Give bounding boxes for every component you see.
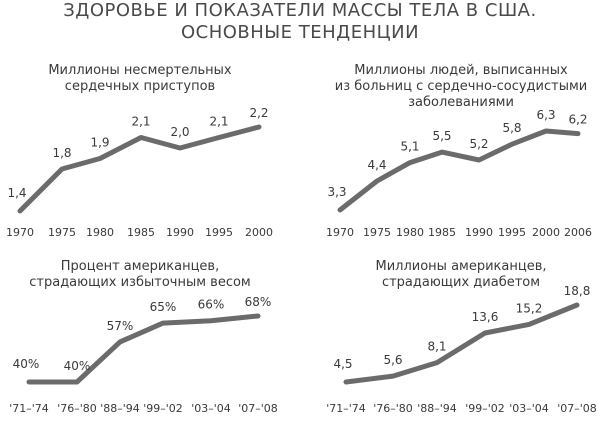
chart-4-tick-label: '99–'02 [465, 402, 505, 415]
chart-2-tick-label: 1990 [465, 226, 493, 239]
chart-1-data-label: 2,1 [131, 115, 150, 129]
chart-4-series-line [343, 302, 580, 385]
figure-title: ЗДОРОВЬЕ И ПОКАЗАТЕЛИ МАССЫ ТЕЛА В США. … [0, 0, 600, 44]
chart-2-tick-label: 1975 [363, 226, 391, 239]
chart-2-data-label: 3,3 [327, 185, 346, 199]
chart-1-tick-label: 1970 [6, 226, 34, 239]
chart-3-tick-label: '03–'04 [191, 402, 231, 415]
chart-4-data-label: 13,6 [472, 310, 499, 324]
chart-2-data-label: 5,1 [400, 140, 419, 154]
chart-2-tick-label: 1985 [428, 226, 456, 239]
chart-4-data-label: 4,5 [333, 357, 352, 371]
chart-3-series-line [26, 313, 261, 385]
chart-3-data-label: 40% [13, 357, 40, 371]
chart-1-data-label: 1,8 [52, 146, 71, 160]
chart-4-tick-label: '03–'04 [509, 402, 549, 415]
figure-title-line-2: ОСНОВНЫЕ ТЕНДЕНЦИИ [180, 22, 420, 43]
chart-2-series-line [337, 128, 581, 213]
chart-1-title-line-1: Миллионы несмертельных [48, 63, 232, 78]
chart-4-data-label: 15,2 [516, 301, 543, 315]
chart-4-data-label: 18,8 [564, 284, 591, 298]
chart-4-tick-label: '07–'08 [557, 402, 597, 415]
chart-2-data-label: 5,5 [432, 129, 451, 143]
chart-2-tick-label: 1980 [396, 226, 424, 239]
chart-1-data-label: 1,9 [90, 136, 109, 150]
chart-1-tick-label: 1975 [48, 226, 76, 239]
chart-4-tick-label: '88–'94 [417, 402, 457, 415]
chart-2-title-line-2: из больниц с сердечно-сосудистыми [335, 79, 587, 94]
chart-1-tick-label: 2000 [245, 226, 273, 239]
chart-1-title-line-2: сердечных приступов [65, 79, 215, 94]
chart-3-data-label: 65% [150, 300, 177, 314]
chart-3-data-label: 57% [107, 319, 134, 333]
chart-1-tick-label: 1995 [205, 226, 233, 239]
chart-4-tick-label: '76–'80 [373, 402, 413, 415]
chart-3-data-label: 68% [245, 295, 272, 309]
chart-3-tick-label: '76–'80 [57, 402, 97, 415]
chart-2-data-label: 4,4 [367, 158, 386, 172]
chart-2-tick-label: 1995 [498, 226, 526, 239]
chart-2-data-label: 5,8 [502, 121, 521, 135]
chart-1-series-line [17, 124, 262, 214]
chart-panel-3: Процент американцев,страдающих избыточны… [9, 259, 278, 415]
chart-3-title-line-2: страдающих избыточным весом [29, 275, 250, 290]
chart-2-data-label: 5,2 [469, 137, 488, 151]
chart-4-data-label: 5,6 [383, 353, 402, 367]
chart-4-tick-label: '71–'74 [326, 402, 366, 415]
chart-1-data-label: 2,1 [209, 115, 228, 129]
chart-1-tick-label: 1990 [166, 226, 194, 239]
chart-3-data-label: 40% [64, 359, 91, 373]
chart-2-tick-label: 2000 [532, 226, 560, 239]
chart-3-title-line-1: Процент американцев, [61, 259, 219, 274]
chart-panel-4: Миллионы американцев,страдающих диабетом… [326, 259, 597, 415]
chart-3-data-label: 66% [198, 298, 225, 312]
figure-title-line-1: ЗДОРОВЬЕ И ПОКАЗАТЕЛИ МАССЫ ТЕЛА В США. [63, 0, 537, 21]
chart-1-data-label: 2,0 [170, 125, 189, 139]
chart-1-tick-label: 1980 [86, 226, 114, 239]
chart-1-data-label: 1,4 [7, 186, 26, 200]
chart-4-title-line-2: страдающих диабетом [382, 275, 540, 290]
chart-2-data-label: 6,2 [568, 113, 587, 127]
chart-2-title-line-1: Миллионы людей, выписанных [354, 63, 568, 78]
chart-2-tick-label: 1970 [326, 226, 354, 239]
chart-3-tick-label: '71–'74 [9, 402, 49, 415]
chart-3-tick-label: '88–'94 [100, 402, 140, 415]
chart-3-tick-label: '99–'02 [143, 402, 183, 415]
chart-1-tick-label: 1985 [127, 226, 155, 239]
chart-2-tick-label: 2006 [564, 226, 592, 239]
chart-3-tick-label: '07–'08 [238, 402, 278, 415]
chart-4-title-line-1: Миллионы американцев, [375, 259, 546, 274]
chart-1-data-label: 2,2 [249, 106, 268, 120]
chart-2-data-label: 6,3 [536, 108, 555, 122]
chart-4-data-label: 8,1 [427, 340, 446, 354]
chart-2-title-line-3: заболеваниями [408, 95, 514, 110]
